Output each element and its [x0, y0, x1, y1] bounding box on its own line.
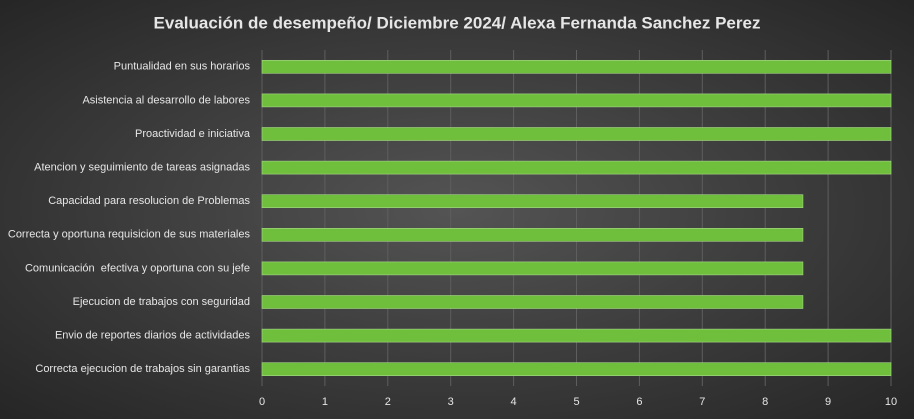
bar — [261, 160, 892, 175]
y-tick-label: Correcta y oportuna requisicion de sus m… — [8, 229, 251, 241]
bar — [261, 59, 892, 74]
x-tick-label: 4 — [511, 396, 517, 408]
bar — [261, 127, 892, 141]
bar — [261, 328, 892, 343]
bar — [261, 362, 892, 377]
bar — [261, 228, 804, 242]
x-tick-label: 10 — [885, 396, 897, 408]
y-tick-label: Proactividad e iniciativa — [135, 128, 251, 140]
x-tick-label: 6 — [636, 396, 642, 408]
x-tick-label: 2 — [385, 396, 391, 408]
bar — [261, 93, 892, 108]
y-tick-label: Atencion y seguimiento de tareas asignad… — [34, 162, 250, 174]
bar — [261, 194, 804, 208]
y-tick-label: Asistencia al desarrollo de labores — [82, 94, 250, 106]
bar — [261, 295, 804, 309]
x-tick-label: 8 — [762, 396, 768, 408]
y-tick-label: Envio de reportes diarios de actividades — [55, 330, 251, 342]
x-tick-label: 1 — [322, 396, 328, 408]
bar — [261, 261, 804, 276]
x-tick-label: 0 — [259, 396, 265, 408]
y-tick-label: Correcta ejecucion de trabajos sin garan… — [35, 363, 250, 375]
chart-title: Evaluación de desempeño/ Diciembre 2024/… — [154, 13, 761, 32]
x-tick-label: 5 — [573, 396, 579, 408]
y-tick-label: Capacidad para resolucion de Problemas — [48, 195, 250, 207]
y-tick-label: Puntualidad en sus horarios — [114, 61, 251, 73]
x-tick-label: 3 — [448, 396, 454, 408]
y-tick-label: Ejecucion de trabajos con seguridad — [73, 296, 250, 308]
y-tick-label: Comunicación efectiva y oportuna con su … — [25, 262, 250, 274]
x-tick-label: 9 — [825, 396, 831, 408]
x-tick-label: 7 — [699, 396, 705, 408]
